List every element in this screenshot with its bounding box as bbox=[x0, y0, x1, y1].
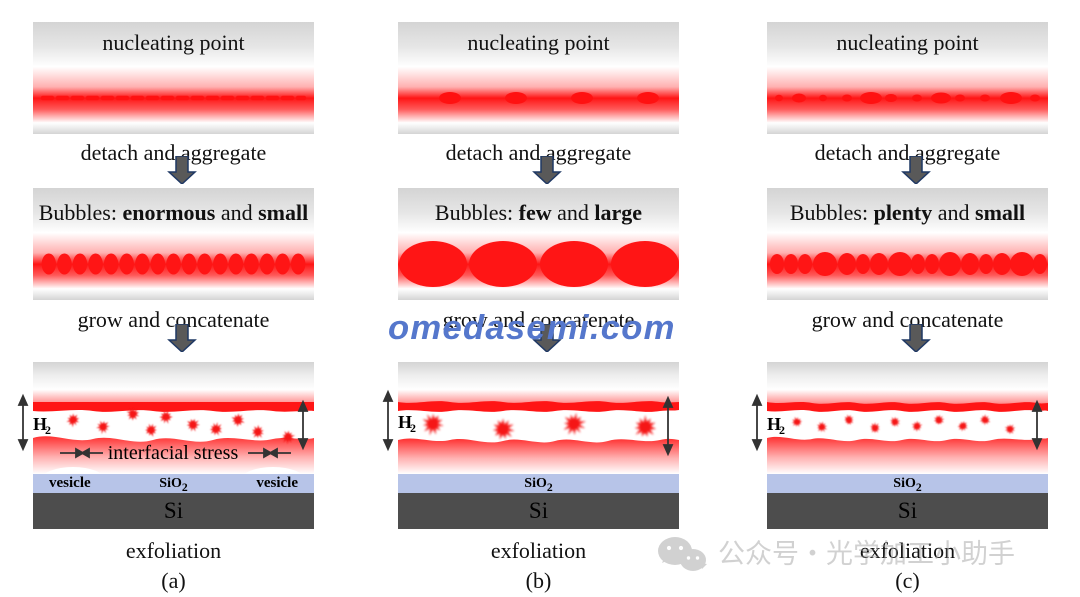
svg-text:interfacial stress: interfacial stress bbox=[108, 442, 239, 464]
svg-text:公众号・光学加工小助手: 公众号・光学加工小助手 bbox=[718, 539, 1015, 569]
